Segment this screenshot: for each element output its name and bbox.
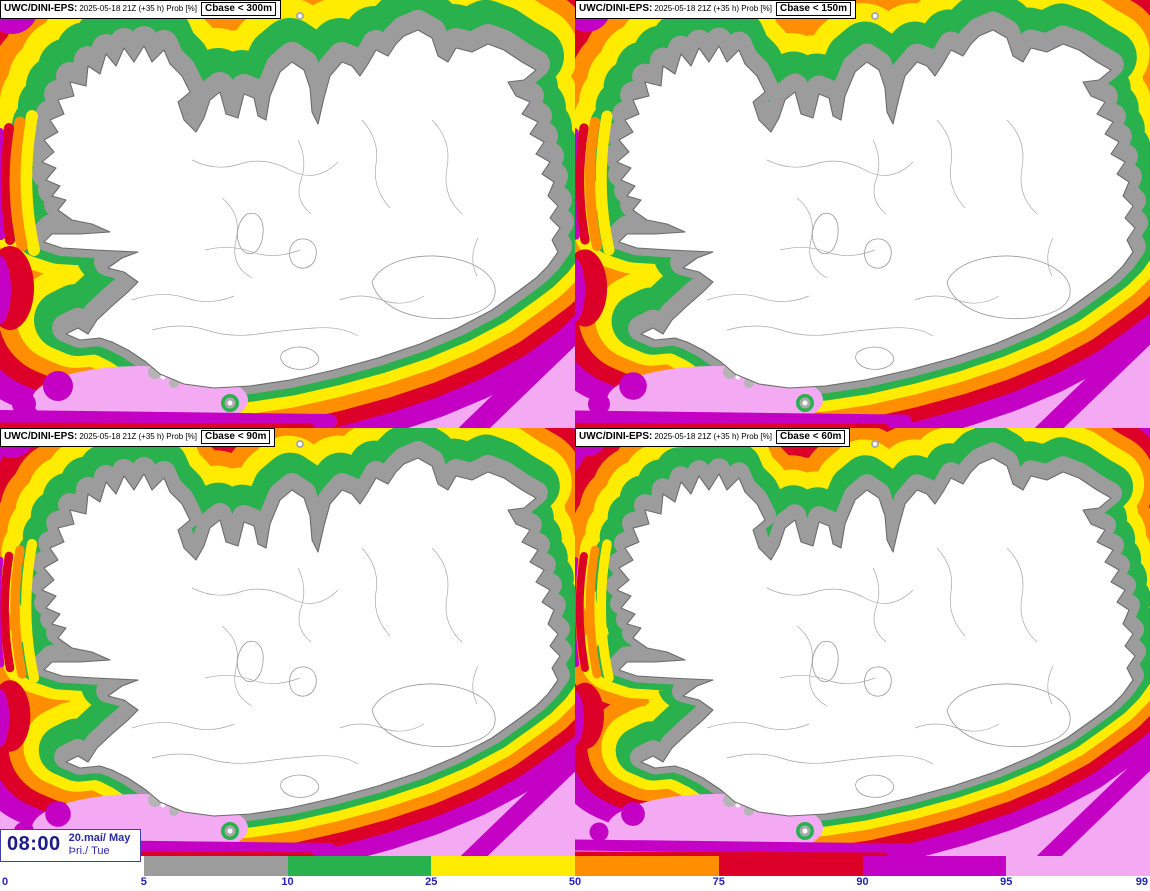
legend-segment — [575, 856, 719, 876]
run-info: 2025-05-18 21Z (+35 h) Prob [%] — [79, 4, 197, 13]
probability-map-90m — [0, 428, 575, 856]
model-name: UWC/DINI-EPS: — [579, 3, 653, 14]
legend-tick: 5 — [140, 876, 147, 888]
map-title-bar: UWC/DINI-EPS: 2025-05-18 21Z (+35 h) Pro… — [0, 428, 276, 447]
probability-map-60m — [575, 428, 1150, 856]
map-panel-cbase-lt-90m: UWC/DINI-EPS: 2025-05-18 21Z (+35 h) Pro… — [0, 428, 575, 856]
legend-tick: 90 — [856, 876, 869, 888]
legend-segment — [862, 856, 1007, 876]
valid-time: 08:00 — [7, 833, 61, 856]
map-title-bar: UWC/DINI-EPS: 2025-05-18 21Z (+35 h) Pro… — [575, 428, 851, 447]
legend-colorbar — [0, 856, 1150, 876]
valid-time-box: 08:00 20.maí/ May Þri./ Tue — [0, 828, 142, 862]
threshold-label: Cbase < 60m — [775, 430, 846, 444]
threshold-label: Cbase < 300m — [200, 2, 276, 16]
valid-date-line1: 20.maí/ May — [68, 831, 131, 844]
legend-tick: 75 — [712, 876, 725, 888]
run-info: 2025-05-18 21Z (+35 h) Prob [%] — [654, 432, 772, 441]
legend-tick: 99 — [1135, 876, 1148, 888]
valid-date: 20.maí/ May Þri./ Tue — [69, 832, 131, 858]
threshold-label: Cbase < 90m — [200, 430, 271, 444]
legend-tick: 10 — [281, 876, 294, 888]
legend-tick: 25 — [425, 876, 438, 888]
probability-map-150m — [575, 0, 1150, 428]
run-info: 2025-05-18 21Z (+35 h) Prob [%] — [654, 4, 772, 13]
legend-tick: 95 — [1000, 876, 1013, 888]
legend-segment — [431, 856, 575, 876]
legend-tick: 0 — [2, 876, 9, 888]
legend-segment — [1006, 856, 1150, 876]
map-svg — [575, 0, 1150, 428]
map-svg — [0, 428, 575, 856]
legend-tick: 50 — [568, 876, 582, 888]
legend-segment — [143, 856, 288, 876]
map-svg — [0, 0, 575, 428]
model-name: UWC/DINI-EPS: — [4, 3, 78, 14]
map-title-bar: UWC/DINI-EPS: 2025-05-18 21Z (+35 h) Pro… — [0, 0, 281, 19]
map-svg — [575, 428, 1150, 856]
map-panel-cbase-lt-300m: UWC/DINI-EPS: 2025-05-18 21Z (+35 h) Pro… — [0, 0, 575, 428]
probability-legend: 0 5 10 25 50 75 90 95 99 — [0, 856, 1150, 891]
legend-segment — [718, 856, 863, 876]
legend-segment — [287, 856, 432, 876]
model-name: UWC/DINI-EPS: — [4, 431, 78, 442]
map-grid: UWC/DINI-EPS: 2025-05-18 21Z (+35 h) Pro… — [0, 0, 1150, 856]
legend-tick-labels: 0 5 10 25 50 75 90 95 99 — [0, 876, 1150, 891]
valid-date-line2: Þri./ Tue — [68, 844, 110, 857]
map-panel-cbase-lt-60m: UWC/DINI-EPS: 2025-05-18 21Z (+35 h) Pro… — [575, 428, 1150, 856]
run-info: 2025-05-18 21Z (+35 h) Prob [%] — [79, 432, 197, 441]
model-name: UWC/DINI-EPS: — [579, 431, 653, 442]
map-panel-cbase-lt-150m: UWC/DINI-EPS: 2025-05-18 21Z (+35 h) Pro… — [575, 0, 1150, 428]
map-title-bar: UWC/DINI-EPS: 2025-05-18 21Z (+35 h) Pro… — [575, 0, 856, 19]
threshold-label: Cbase < 150m — [775, 2, 851, 16]
probability-map-300m — [0, 0, 575, 428]
